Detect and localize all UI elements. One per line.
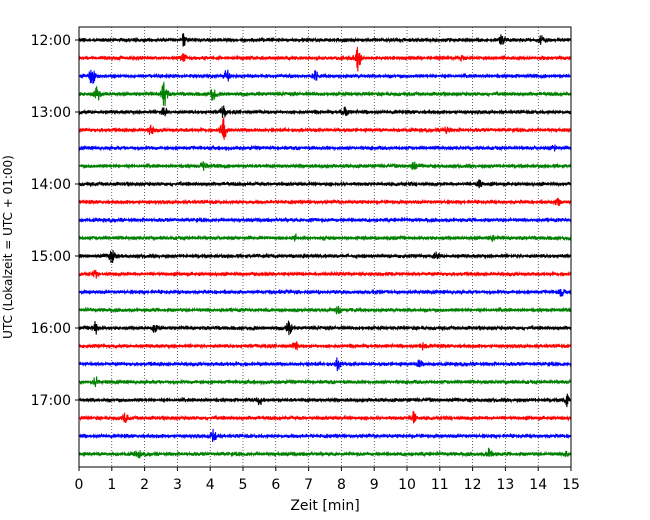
trace-line <box>78 447 572 459</box>
x-tick-label: 3 <box>173 477 182 493</box>
trace-line <box>78 117 572 140</box>
trace-line <box>78 269 572 279</box>
x-tick-label: 1 <box>107 477 116 493</box>
trace-line <box>78 357 572 372</box>
x-tick-label: 11 <box>431 477 449 493</box>
trace-line <box>78 428 572 443</box>
y-tick-label: 17:00 <box>31 393 71 409</box>
trace-line <box>78 33 572 47</box>
trace-line <box>78 69 572 84</box>
y-tick-label: 15:00 <box>31 249 71 265</box>
trace-line <box>78 320 572 336</box>
plot-frame <box>78 26 572 468</box>
x-tick-label: 2 <box>140 477 149 493</box>
trace-line <box>78 161 572 171</box>
x-tick-label: 10 <box>398 477 416 493</box>
trace-line <box>78 288 572 297</box>
x-tick-label: 12 <box>464 477 482 493</box>
trace-line <box>78 216 572 224</box>
x-axis: 0 1 2 3 4 5 6 7 8 9 10 11 12 13 14 15 <box>75 467 580 493</box>
trace-line <box>78 197 572 207</box>
x-tick-label: 5 <box>239 477 248 493</box>
x-tick-label: 0 <box>75 477 84 493</box>
x-tick-label: 15 <box>562 477 580 493</box>
trace-line <box>78 179 572 189</box>
y-tick-label: 12:00 <box>31 33 71 49</box>
trace-line <box>78 81 572 107</box>
x-axis-label: Zeit [min] <box>290 498 359 514</box>
trace-line <box>78 341 572 351</box>
trace-line <box>78 144 572 152</box>
trace-layer <box>78 33 572 459</box>
x-tick-label: 4 <box>206 477 215 493</box>
x-tick-label: 8 <box>337 477 346 493</box>
trace-line <box>78 249 572 263</box>
y-axis-label: UTC (Lokalzeit = UTC + 01:00) <box>1 155 15 339</box>
trace-line <box>78 233 572 242</box>
x-tick-label: 13 <box>496 477 514 493</box>
y-tick-label: 16:00 <box>31 321 71 337</box>
trace-line <box>78 305 572 315</box>
trace-line <box>78 411 572 424</box>
y-axis: 12:00 13:00 14:00 15:00 16:00 17:00 <box>31 33 79 409</box>
y-tick-label: 13:00 <box>31 105 71 121</box>
trace-line <box>78 46 572 72</box>
y-tick-label: 14:00 <box>31 177 71 193</box>
x-tick-label: 6 <box>271 477 280 493</box>
trace-line <box>78 393 572 408</box>
grid-layer <box>111 27 539 467</box>
x-tick-label: 9 <box>370 477 379 493</box>
x-tick-label: 14 <box>529 477 547 493</box>
trace-line <box>78 105 572 118</box>
trace-line <box>78 376 572 388</box>
x-tick-label: 7 <box>304 477 313 493</box>
